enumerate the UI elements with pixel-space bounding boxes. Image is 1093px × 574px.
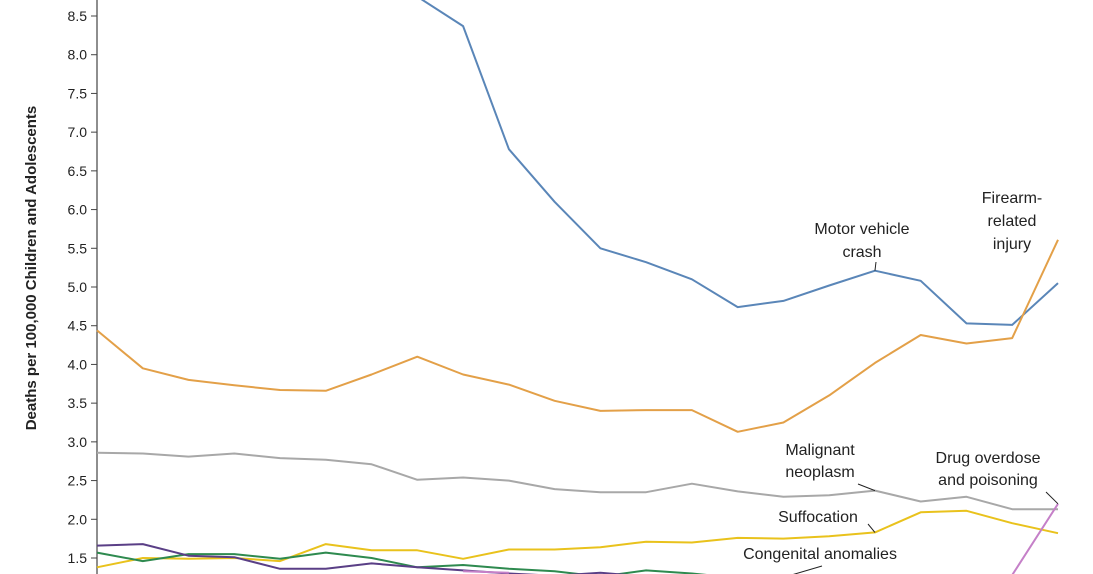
y-tick-label: 4.0 — [68, 356, 88, 372]
annotation-firearm: Firearm- — [982, 190, 1042, 207]
annotation-motor-vehicle: Motor vehicle — [814, 221, 909, 238]
y-tick-label: 7.0 — [68, 124, 88, 140]
y-tick-label: 8.5 — [68, 8, 88, 24]
annotation-firearm-3: injury — [993, 236, 1031, 253]
y-tick-label: 5.5 — [68, 240, 88, 256]
y-tick-label: 2.0 — [68, 511, 88, 527]
leader-line-drug — [1045, 491, 1059, 505]
annotation-drug-overdose-2: and poisoning — [938, 472, 1038, 489]
annotation-malignant-2: neoplasm — [785, 464, 854, 481]
leader-line-malignant — [857, 483, 876, 492]
annotation-drug-overdose: Drug overdose — [936, 450, 1041, 467]
series-line-other — [96, 543, 628, 574]
annotation-suffocation: Suffocation — [778, 509, 858, 526]
annotation-motor-vehicle-2: crash — [842, 244, 881, 261]
y-tick-label: 1.5 — [68, 550, 88, 566]
series-line-suffocation — [96, 509, 1059, 569]
y-tick-label: 3.5 — [68, 395, 88, 411]
y-tick-label: 8.0 — [68, 47, 88, 63]
annotation-malignant: Malignant — [785, 442, 855, 459]
annotation-leader-lines — [793, 261, 1059, 574]
y-ticks: 1.5 2.0 2.5 3.0 3.5 4.0 4.5 5.0 5.5 6.0 6.5 7.0 7.5 8… — [68, 8, 97, 566]
y-tick-label: 6.0 — [68, 202, 88, 218]
leader-line-motor — [874, 261, 877, 271]
annotation-firearm-2: related — [988, 213, 1037, 230]
y-tick-label: 7.5 — [68, 85, 88, 101]
y-axis-label: Deaths per 100,000 Children and Adolesce… — [23, 106, 40, 431]
y-tick-label: 3.0 — [68, 434, 88, 450]
y-tick-label: 6.5 — [68, 163, 88, 179]
series-line-firearm — [96, 239, 1059, 433]
leader-line-suffocation — [867, 523, 876, 533]
leader-line-congenital — [793, 565, 823, 574]
annotation-congenital: Congenital anomalies — [743, 546, 897, 563]
series-line-drug — [463, 503, 1059, 574]
series-lines — [96, 0, 1059, 574]
y-tick-label: 4.5 — [68, 318, 88, 334]
series-line-motor — [420, 0, 1059, 326]
series-line-malignant — [96, 451, 1058, 511]
y-tick-label: 5.0 — [68, 279, 88, 295]
y-tick-label: 2.5 — [68, 473, 88, 489]
